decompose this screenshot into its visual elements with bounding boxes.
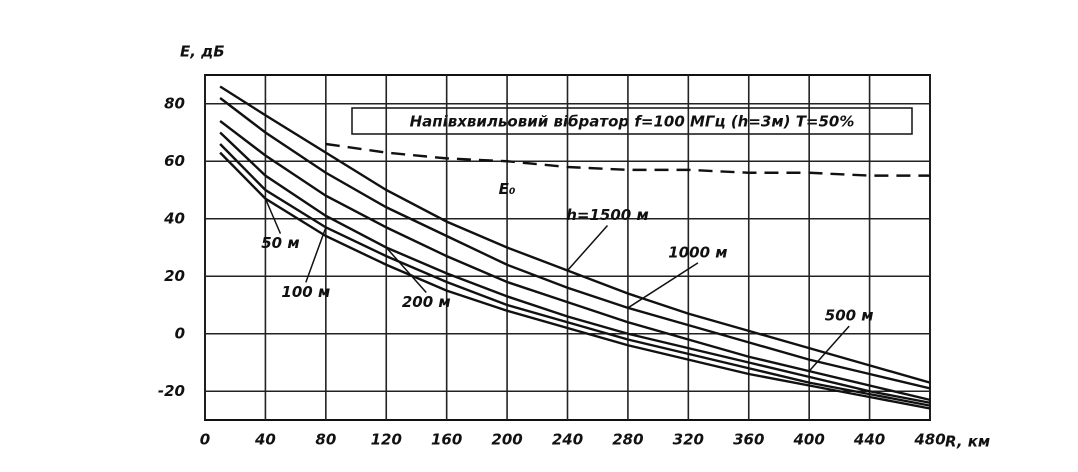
x-tick-label: 400 bbox=[793, 431, 825, 449]
x-tick-label: 200 bbox=[491, 431, 522, 449]
label-leader bbox=[385, 247, 427, 293]
label-leader bbox=[264, 198, 282, 234]
x-tick-label: 80 bbox=[315, 431, 336, 449]
y-tick-label: 20 bbox=[164, 267, 185, 285]
x-tick-label: 440 bbox=[853, 431, 885, 449]
label-leader bbox=[566, 225, 609, 271]
label-leader bbox=[305, 227, 327, 283]
series-label: 200 м bbox=[402, 293, 451, 311]
series-label: 1000 м bbox=[668, 243, 727, 261]
series-label: h=1500 м bbox=[566, 206, 648, 224]
x-tick-label: 160 bbox=[431, 431, 462, 449]
series-line bbox=[219, 97, 931, 390]
y-tick-label: 40 bbox=[163, 209, 185, 227]
series-label: E₀ bbox=[499, 180, 516, 198]
series-line bbox=[325, 142, 930, 177]
series-label: 100 м bbox=[281, 283, 330, 301]
series-label: 500 м bbox=[825, 307, 874, 325]
series-label: 50 м bbox=[261, 234, 299, 252]
x-tick-label: 40 bbox=[254, 431, 276, 449]
series-line bbox=[219, 131, 931, 404]
x-tick-label: 480 bbox=[913, 431, 945, 449]
x-tick-label: 320 bbox=[673, 431, 704, 449]
x-axis-label: R, км bbox=[945, 433, 990, 451]
x-tick-label: 360 bbox=[733, 431, 764, 449]
y-tick-label: 60 bbox=[164, 152, 185, 170]
y-tick-label: 0 bbox=[175, 324, 185, 342]
series-line bbox=[219, 151, 931, 410]
title-box bbox=[351, 107, 913, 135]
x-tick-label: 120 bbox=[371, 431, 402, 449]
y-tick-label: -20 bbox=[158, 382, 185, 400]
label-leader bbox=[808, 325, 850, 372]
x-tick-label: 280 bbox=[612, 431, 643, 449]
x-tick-label: 0 bbox=[200, 431, 210, 449]
x-tick-label: 240 bbox=[552, 431, 583, 449]
y-tick-label: 80 bbox=[164, 94, 185, 112]
label-leader bbox=[627, 262, 699, 309]
chart-title: Напівхвильовий вібратор f=100 МГц (h=3м)… bbox=[410, 113, 855, 131]
y-axis-label: E, дБ bbox=[180, 43, 225, 61]
